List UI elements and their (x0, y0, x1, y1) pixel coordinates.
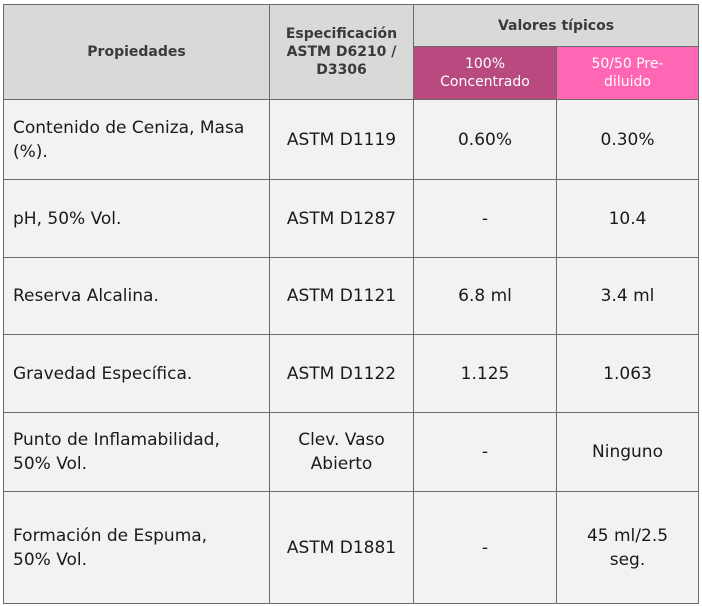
concentrated-cell: 6.8 ml (413, 257, 557, 335)
table-row: Reserva Alcalina. ASTM D1121 6.8 ml 3.4 … (3, 257, 700, 335)
spec-cell: ASTM D1119 (269, 99, 414, 180)
header-specification-text: Especificación ASTM D6210 / D3306 (285, 26, 398, 78)
property-text: Punto de Inflamabilidad, 50% Vol. (13, 430, 220, 474)
table-row: Gravedad Específica. ASTM D1122 1.125 1.… (3, 334, 700, 413)
property-text: Formación de Espuma, 50% Vol. (13, 525, 208, 570)
prediluted-cell: Ninguno (555, 412, 700, 492)
spec-text: Clev. Vaso Abierto (298, 430, 385, 474)
header-typical-values: Valores típicos (412, 4, 700, 47)
concentrated-cell: 0.60% (413, 99, 557, 180)
table-row: Formación de Espuma, 50% Vol. ASTM D1881… (3, 491, 700, 604)
concentrated-cell: - (413, 491, 557, 604)
table-row: Punto de Inflamabilidad, 50% Vol. Clev. … (3, 412, 700, 492)
prediluted-cell: 45 ml/2.5 seg. (555, 491, 700, 604)
prediluted-cell: 10.4 (555, 179, 700, 258)
header-concentrated-text: 100% Concentrado (440, 56, 530, 90)
table-row: Contenido de Ceniza, Masa (%). ASTM D111… (3, 99, 700, 180)
concentrated-cell: - (413, 412, 557, 492)
spec-cell: Clev. Vaso Abierto (269, 412, 414, 492)
header-concentrated: 100% Concentrado (413, 46, 557, 100)
property-cell: pH, 50% Vol. (3, 179, 270, 258)
prediluted-cell: 1.063 (555, 334, 700, 413)
prediluted-cell: 0.30% (555, 99, 700, 180)
header-prediluted-text: 50/50 Pre-diluido (591, 56, 664, 90)
property-cell: Reserva Alcalina. (3, 257, 270, 335)
property-cell: Punto de Inflamabilidad, 50% Vol. (3, 412, 270, 492)
spec-cell: ASTM D1122 (269, 334, 414, 413)
prediluted-cell: 3.4 ml (555, 257, 700, 335)
prediluted-text: 45 ml/2.5 seg. (586, 525, 669, 570)
properties-table: Propiedades Especificación ASTM D6210 / … (3, 4, 700, 604)
spec-cell: ASTM D1287 (269, 179, 414, 258)
concentrated-cell: - (413, 179, 557, 258)
header-specification: Especificación ASTM D6210 / D3306 (269, 4, 414, 100)
header-prediluted: 50/50 Pre-diluido (555, 46, 700, 100)
table-row: pH, 50% Vol. ASTM D1287 - 10.4 (3, 179, 700, 258)
concentrated-cell: 1.125 (413, 334, 557, 413)
property-cell: Formación de Espuma, 50% Vol. (3, 491, 270, 604)
spec-cell: ASTM D1881 (269, 491, 414, 604)
property-cell: Contenido de Ceniza, Masa (%). (3, 99, 270, 180)
property-cell: Gravedad Específica. (3, 334, 270, 413)
spec-cell: ASTM D1121 (269, 257, 414, 335)
header-properties: Propiedades (3, 4, 270, 100)
